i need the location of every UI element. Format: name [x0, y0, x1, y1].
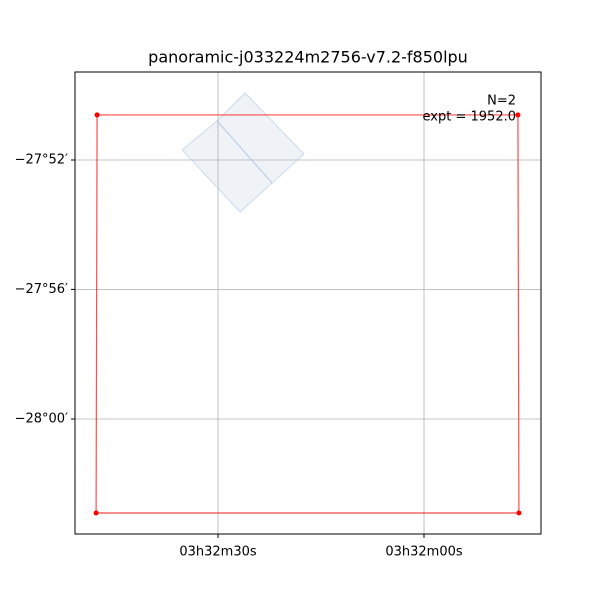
y-tick-label: −28°00′ [15, 411, 68, 426]
x-tick-label: 03h32m30s [179, 545, 257, 560]
vertex [515, 112, 521, 118]
vertex [516, 510, 522, 516]
vertex [94, 112, 100, 118]
x-tick-label: 03h32m00s [385, 545, 463, 560]
outline [95, 114, 520, 514]
vertex [93, 510, 99, 516]
annotation: N=2 [487, 94, 516, 109]
plot-frame [74, 71, 542, 535]
chart-title: panoramic-j033224m2756-v7.2-f850lpu [148, 48, 468, 67]
annotation: expt = 1952.0 [423, 110, 516, 125]
y-tick-label: −27°56′ [15, 282, 68, 297]
y-tick-label: −27°52′ [15, 153, 68, 168]
